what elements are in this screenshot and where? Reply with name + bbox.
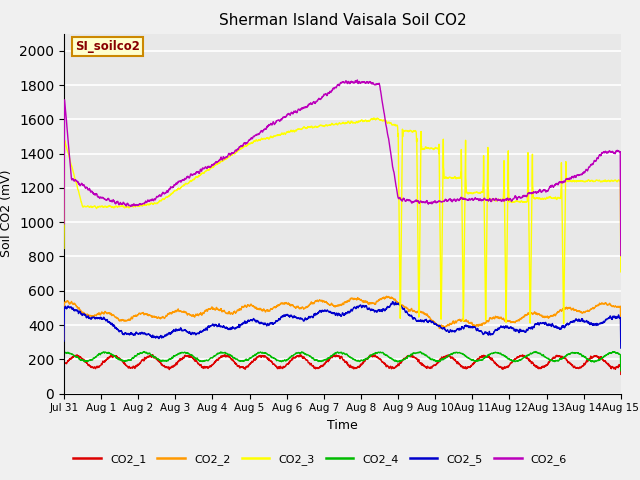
Y-axis label: Soil CO2 (mV): Soil CO2 (mV): [1, 170, 13, 257]
Title: Sherman Island Vaisala Soil CO2: Sherman Island Vaisala Soil CO2: [219, 13, 466, 28]
X-axis label: Time: Time: [327, 419, 358, 432]
Text: SI_soilco2: SI_soilco2: [75, 40, 140, 53]
Legend: CO2_1, CO2_2, CO2_3, CO2_4, CO2_5, CO2_6: CO2_1, CO2_2, CO2_3, CO2_4, CO2_5, CO2_6: [69, 450, 571, 469]
